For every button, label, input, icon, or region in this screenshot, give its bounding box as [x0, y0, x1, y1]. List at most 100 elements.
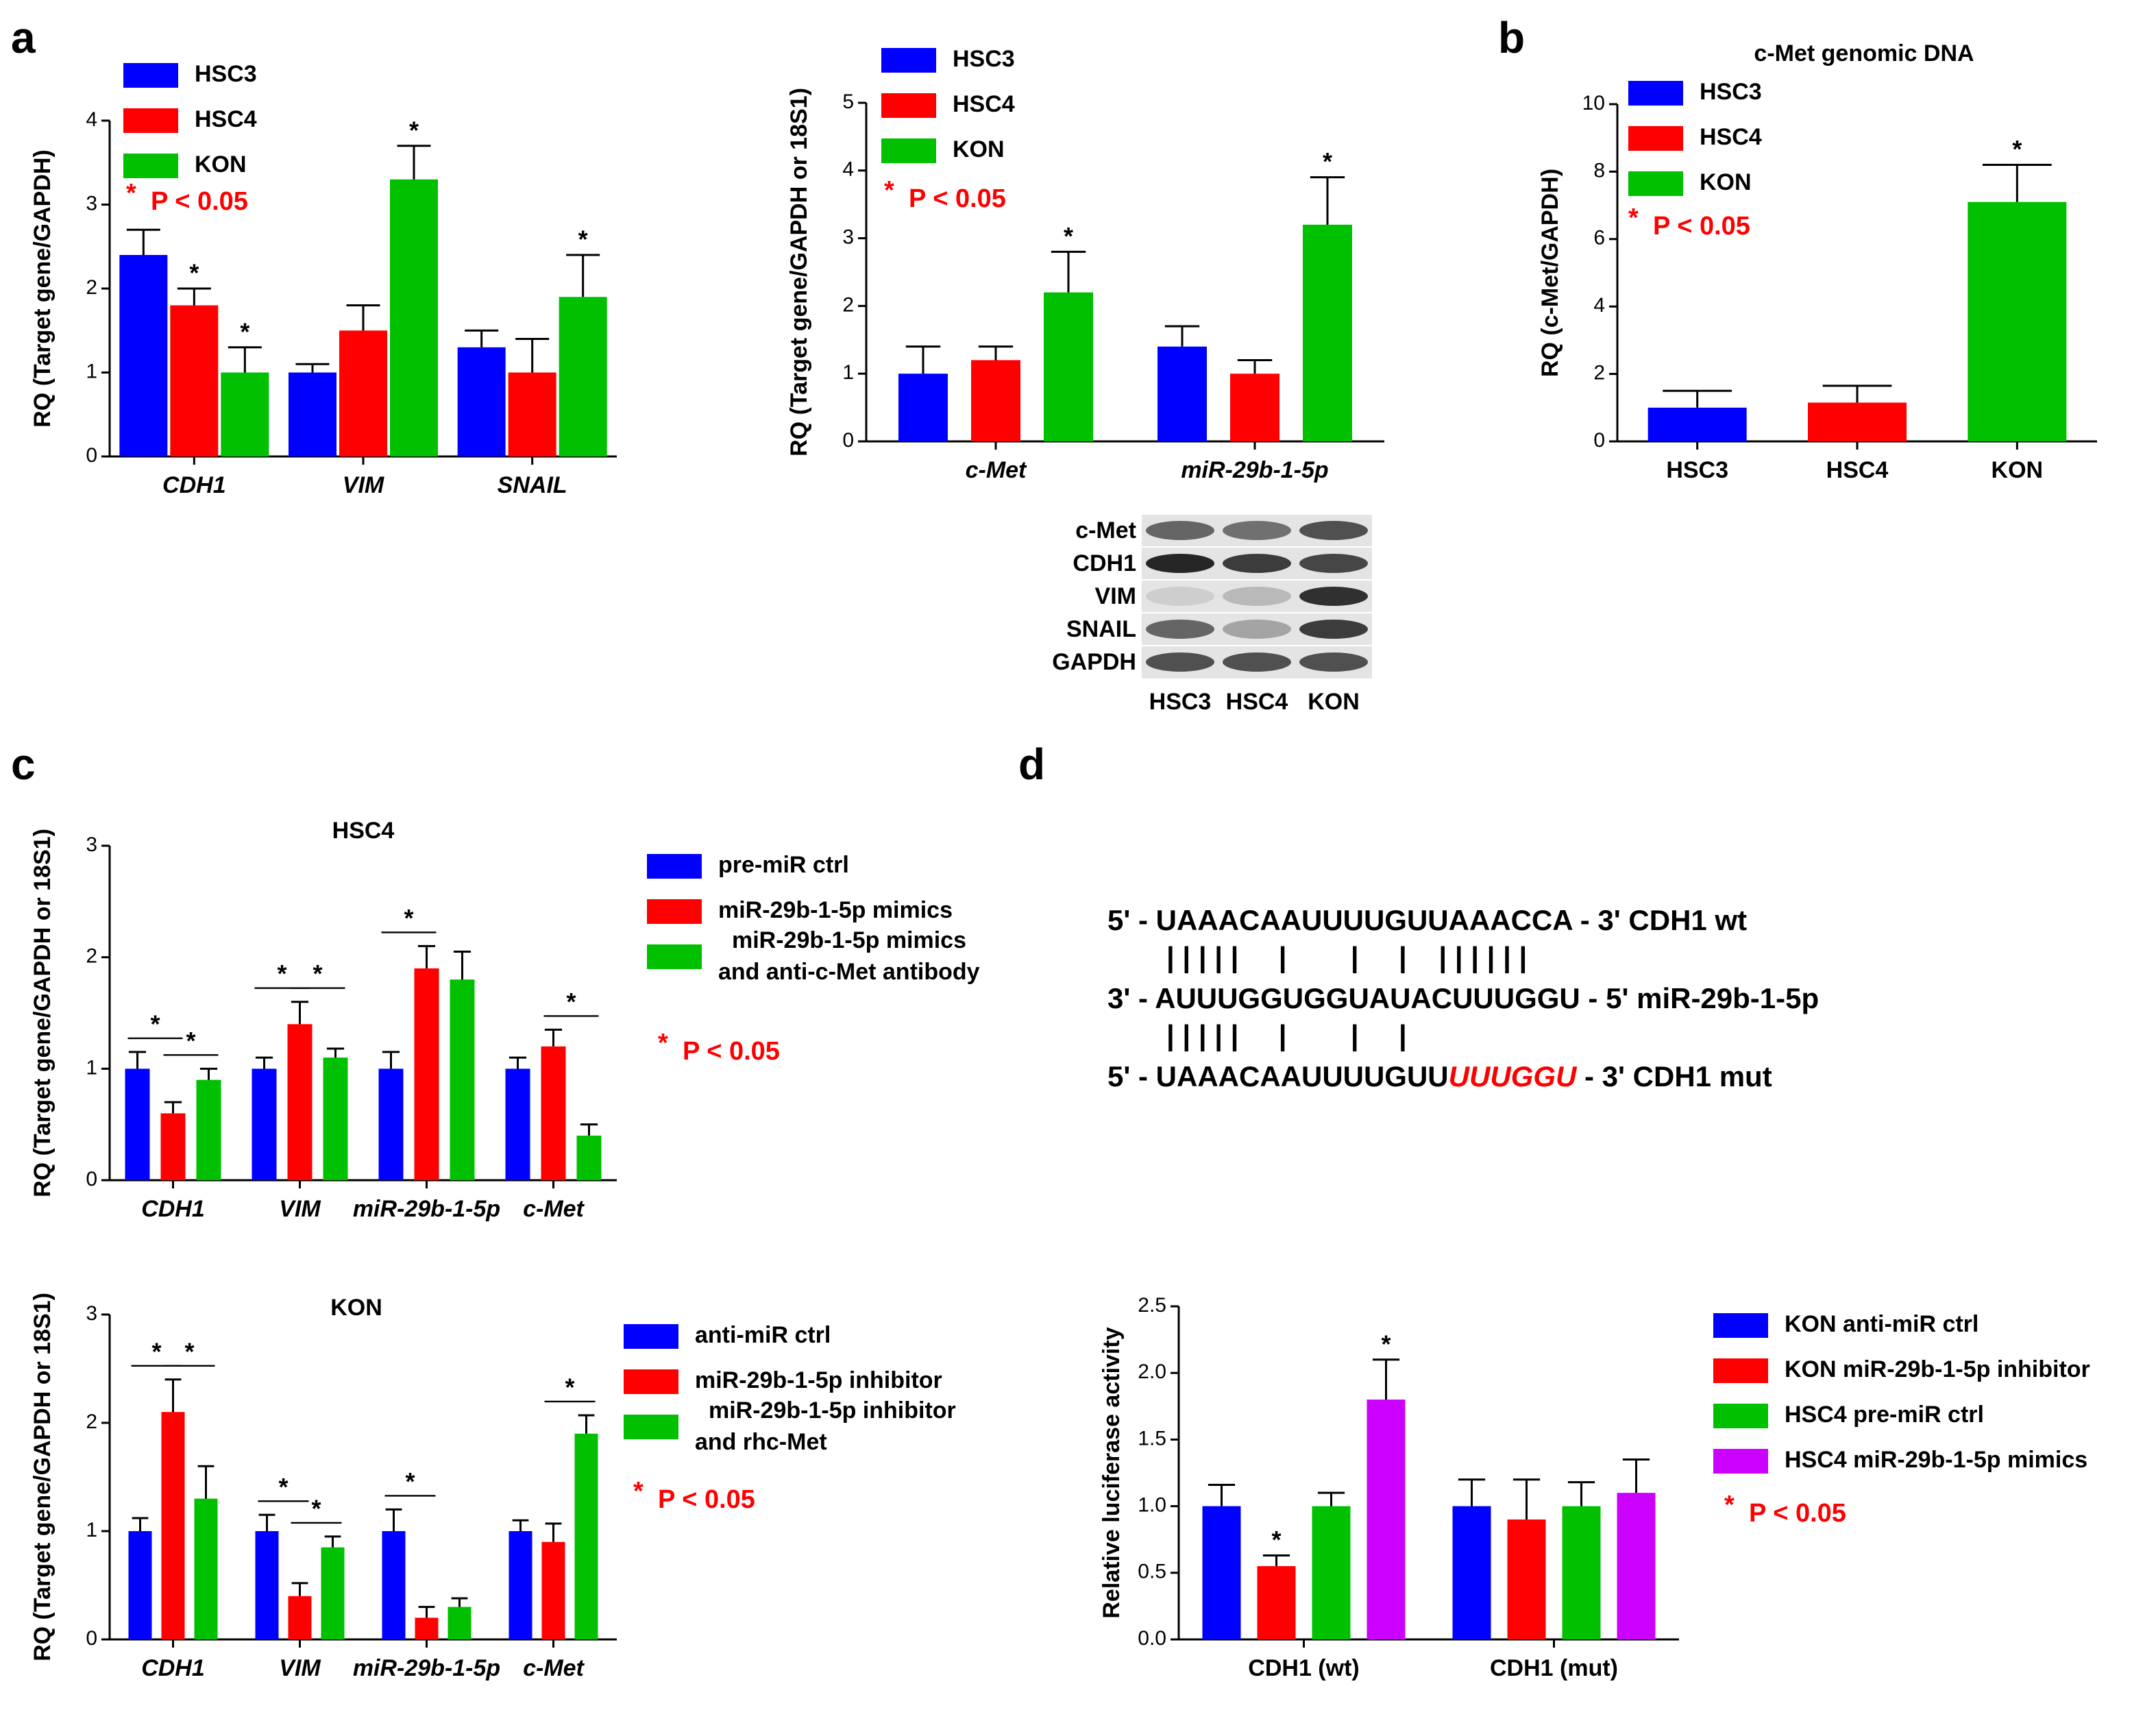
error-bar: [228, 346, 262, 373]
blot-lane-label: HSC4: [1226, 689, 1288, 715]
bracket-label: *: [277, 960, 286, 988]
x-tick-label: HSC3: [1666, 457, 1728, 483]
bracket-label: *: [311, 1494, 321, 1522]
error-bar: [324, 1535, 341, 1548]
y-tick-label: 2.0: [1138, 1360, 1166, 1383]
note: P < 0.05: [151, 187, 248, 216]
blot-band: [1146, 521, 1214, 540]
legend-swatch: [1713, 1449, 1768, 1474]
error-bar: [255, 1056, 273, 1069]
bar: [1647, 407, 1747, 441]
bar: [1968, 201, 2067, 441]
bar: [505, 1068, 530, 1180]
legend-label: miR-29b-1-5p inhibitor: [695, 1367, 942, 1393]
legend-swatch: [624, 1324, 678, 1349]
bar: [448, 1607, 471, 1639]
x-tick-label: KON: [1992, 457, 2044, 483]
bar: [382, 1531, 406, 1639]
panel-label: b: [1498, 13, 1525, 62]
bar: [288, 1596, 312, 1639]
blot-band: [1299, 554, 1368, 573]
x-tick-label: miR-29b-1-5p: [1181, 457, 1328, 483]
bar: [574, 1433, 598, 1639]
legend-label: HSC4 pre-miR ctrl: [1785, 1402, 1984, 1428]
legend-label: KON: [1700, 169, 1752, 195]
bar: [339, 330, 387, 456]
legend-label: miR-29b-1-5p mimics and anti-c-Met antibo…: [718, 927, 980, 985]
error-bar: [1164, 325, 1200, 347]
y-tick-label: 3: [842, 226, 854, 249]
y-tick-label: 0: [86, 1168, 97, 1190]
x-tick-label: c-Met: [523, 1655, 585, 1681]
legend-label: pre-miR ctrl: [718, 852, 849, 878]
error-bar: [465, 329, 499, 347]
x-tick-label: CDH1 (mut): [1490, 1655, 1618, 1681]
legend-swatch: [881, 48, 936, 73]
significance: *: [240, 317, 249, 345]
legend-swatch: [1628, 171, 1683, 196]
bar: [414, 968, 439, 1180]
y-tick-label: 1: [86, 1519, 97, 1541]
legend-label: anti-miR ctrl: [695, 1322, 831, 1348]
bar: [1157, 346, 1207, 441]
bar: [898, 374, 948, 441]
legend-label: HSC4: [195, 106, 257, 132]
y-tick-label: 2: [1593, 362, 1605, 384]
y-tick-label: 1: [86, 360, 97, 382]
legend-swatch: [1628, 81, 1683, 106]
error-bar: [1822, 384, 1892, 403]
note-mark: *: [1724, 1491, 1735, 1519]
bar: [450, 979, 475, 1180]
panel-label: a: [11, 13, 36, 62]
bar: [321, 1547, 345, 1639]
y-tick-label: 2: [86, 276, 97, 299]
bar: [128, 1531, 152, 1639]
bracket-label: *: [565, 1373, 574, 1401]
error-bar: [1622, 1458, 1650, 1493]
y-tick-label: 0: [86, 1627, 97, 1650]
y-tick-label: 0: [1593, 429, 1605, 452]
bracket-label: *: [313, 960, 322, 988]
bracket-label: *: [566, 988, 576, 1016]
y-tick-label: 6: [1593, 227, 1605, 249]
legend-swatch: [123, 63, 178, 88]
error-bar: [164, 1101, 182, 1114]
error-bar: [545, 1522, 562, 1542]
legend-line: miR-29b-1-5p inhibitor: [709, 1397, 956, 1424]
error-bar: [1567, 1481, 1595, 1506]
legend-label: KON anti-miR ctrl: [1785, 1311, 1979, 1337]
bracket-label: *: [278, 1473, 288, 1501]
error-bar: [197, 1465, 215, 1499]
error-bar: [295, 363, 330, 373]
error-bar: [1663, 389, 1732, 408]
y-tick-label: 1: [842, 361, 854, 384]
y-axis-label: RQ (Target gene/GAPDH or 18S1): [786, 88, 812, 456]
legend-label: HSC3: [1700, 79, 1762, 105]
error-bar: [326, 1047, 345, 1058]
error-bar: [1051, 250, 1086, 293]
bracket-label: *: [186, 1027, 195, 1055]
blot-row-label: VIM: [1095, 583, 1136, 609]
error-bar: [1262, 1554, 1290, 1567]
y-axis-label: RQ (Target gene/GAPDH or 18S1): [29, 829, 56, 1197]
legend-swatch: [881, 138, 936, 163]
blot-row-label: c-Met: [1075, 517, 1136, 543]
error-bar: [132, 1517, 149, 1531]
significance: *: [409, 116, 419, 144]
legend-swatch: [647, 899, 702, 924]
blot-band: [1223, 521, 1291, 540]
blot-band: [1299, 521, 1368, 540]
legend-label: KON: [195, 151, 247, 178]
bar: [323, 1058, 348, 1180]
y-tick-label: 4: [86, 108, 97, 131]
error-bar: [164, 1378, 182, 1413]
bar: [289, 372, 336, 456]
blot-band: [1223, 554, 1291, 573]
legend-swatch: [1713, 1404, 1768, 1428]
error-bar: [177, 287, 211, 306]
legend-label: KON miR-29b-1-5p inhibitor: [1785, 1356, 2090, 1382]
bar: [390, 179, 438, 456]
bar: [509, 1531, 532, 1639]
significance: *: [2012, 135, 2022, 163]
